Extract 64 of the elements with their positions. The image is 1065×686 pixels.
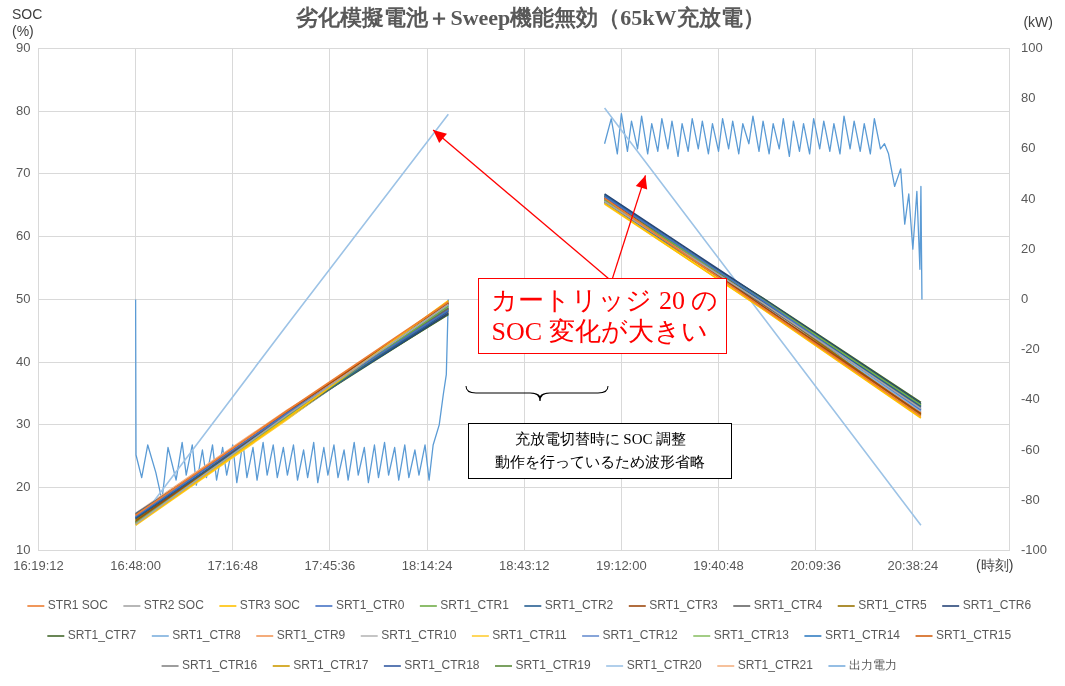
- y2-tick-label: 0: [1020, 290, 1029, 306]
- x-tick-label: 16:19:12: [13, 557, 64, 573]
- x-tick-label: 16:48:00: [110, 557, 161, 573]
- y-axis-title: SOC (%): [12, 5, 43, 39]
- legend-label: SRT1_CTR13: [713, 628, 790, 643]
- y-tick-label: 70: [15, 165, 31, 181]
- legend-label: SRT1_CTR6: [962, 598, 1032, 613]
- legend-label: SRT1_CTR14: [824, 628, 901, 643]
- legend-label: SRT1_CTR20: [626, 658, 703, 673]
- y2-tick-label: -60: [1020, 441, 1040, 457]
- legend-label: SRT1_CTR19: [515, 658, 591, 673]
- x-tick-label: 20:38:24: [887, 557, 939, 573]
- legend-label: SRT1_CTR9: [276, 628, 346, 643]
- y2-tick-label: -40: [1020, 391, 1040, 407]
- annotation: 充放電切替時に SOC 調整: [513, 430, 688, 450]
- legend-label: SRT1_CTR18: [404, 658, 480, 673]
- x-tick-label: 17:45:36: [304, 557, 356, 573]
- y-tick-label: 90: [15, 39, 31, 55]
- y-tick-label: 20: [15, 479, 31, 495]
- legend-label: 出力電力: [848, 658, 897, 673]
- y-tick-label: 40: [15, 353, 31, 369]
- legend-label: SRT1_CTR10: [381, 628, 457, 643]
- legend-label: SRT1_CTR8: [172, 628, 242, 643]
- x-tick-label: 17:16:48: [207, 557, 259, 573]
- callout-box: カートリッジ 20 の SOC 変化が大きい: [478, 278, 728, 355]
- legend-label: SRT1_CTR7: [67, 628, 137, 643]
- annotation: 動作を行っているため波形省略: [494, 453, 707, 473]
- y2-tick-label: 80: [1020, 90, 1036, 106]
- legend-label: SRT1_CTR5: [858, 598, 928, 613]
- y2-tick-label: 20: [1020, 240, 1036, 256]
- legend-label: SRT1_CTR15: [936, 628, 1012, 643]
- x-tick-label: 18:43:12: [498, 557, 550, 573]
- legend-label: SRT1_CTR17: [293, 658, 369, 673]
- note-box: 充放電切替時に SOC 調整 動作を行っているため波形省略: [468, 423, 733, 480]
- legend-label: SRT1_CTR12: [602, 628, 679, 643]
- y2-tick-label: 60: [1020, 140, 1036, 156]
- y2-tick-label: 100: [1020, 39, 1043, 55]
- legend-label: STR1 SOC: [47, 598, 109, 613]
- legend-label: SRT1_CTR1: [440, 598, 510, 613]
- y2-tick-label: -100: [1020, 541, 1048, 557]
- y2-axis-title: (kW): [1023, 13, 1053, 30]
- y-tick-label: 30: [15, 416, 31, 432]
- y-tick-label: 10: [15, 541, 31, 557]
- legend-label: STR2 SOC: [143, 598, 205, 613]
- y-tick-label: 80: [15, 102, 31, 118]
- legend-label: SRT1_CTR16: [182, 658, 258, 673]
- x-tick-label: 19:12:00: [596, 557, 647, 573]
- legend-label: STR3 SOC: [239, 598, 301, 613]
- legend-label: SRT1_CTR11: [492, 628, 567, 643]
- y-tick-label: 50: [15, 290, 31, 306]
- legend-label: SRT1_CTR4: [753, 598, 823, 613]
- y2-tick-label: -20: [1020, 341, 1040, 357]
- chart-title: 劣化模擬電池＋Sweep機能無効（65kW充放電）: [295, 4, 765, 30]
- legend-label: SRT1_CTR0: [335, 598, 405, 613]
- x-tick-label: 19:40:48: [693, 557, 744, 573]
- x-tick-label: 18:14:24: [401, 557, 453, 573]
- legend-label: SRT1_CTR21: [737, 658, 814, 673]
- x-tick-label: 20:09:36: [790, 557, 841, 573]
- y-tick-label: 60: [15, 228, 31, 244]
- y2-tick-label: -80: [1020, 491, 1040, 507]
- y2-tick-label: 40: [1020, 190, 1036, 206]
- legend-label: SRT1_CTR2: [544, 598, 614, 613]
- x-axis-title: (時刻): [975, 557, 1014, 574]
- legend-label: SRT1_CTR3: [649, 598, 719, 613]
